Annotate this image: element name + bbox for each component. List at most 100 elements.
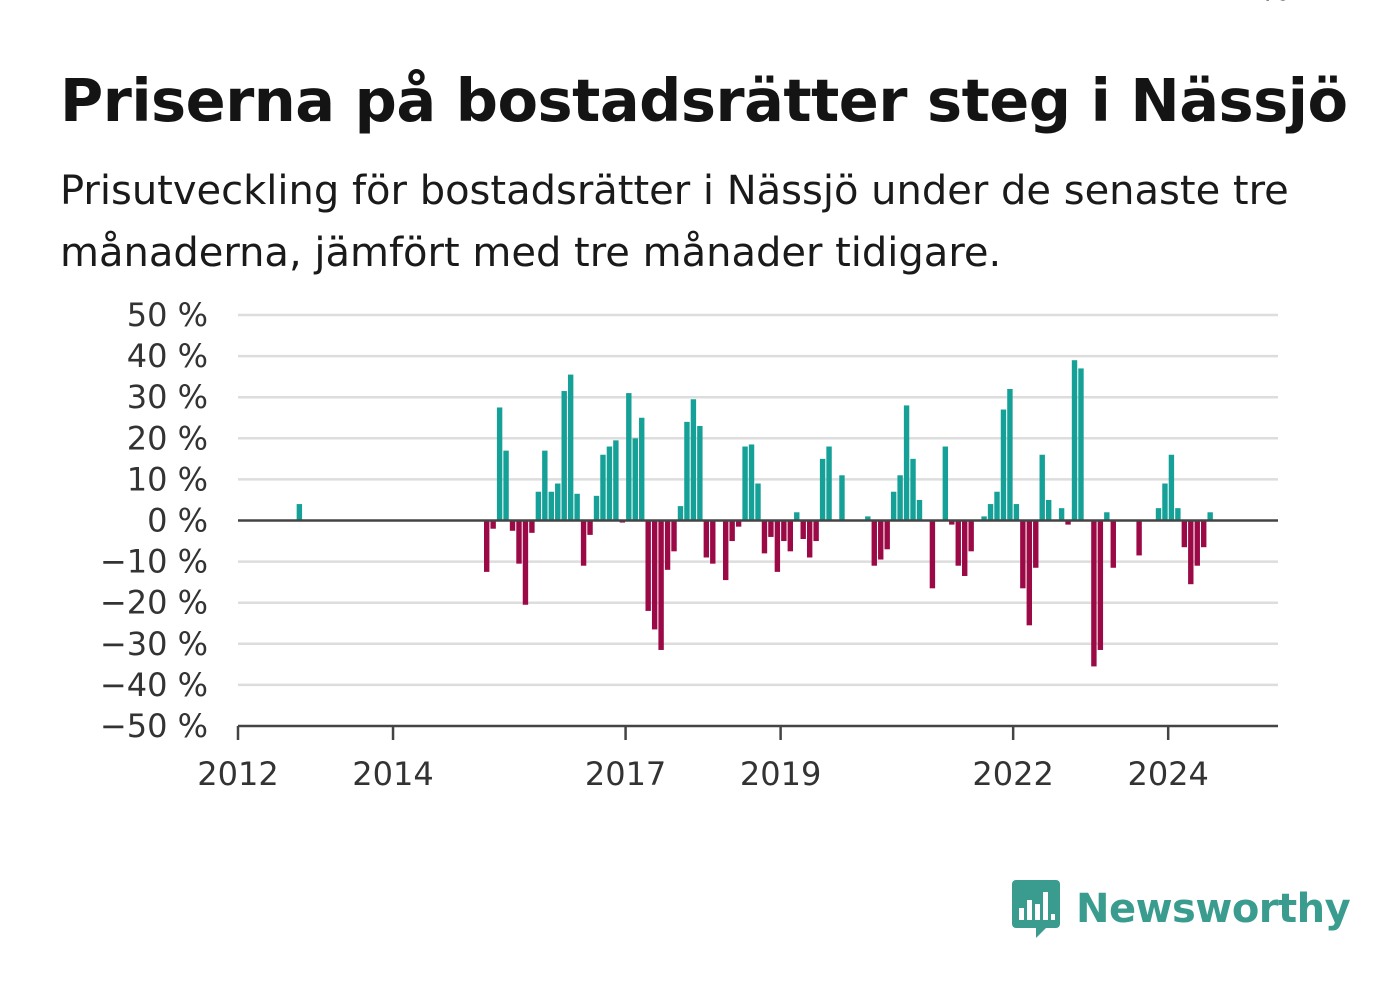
y-tick-label: −20 %	[100, 584, 208, 622]
bar	[839, 475, 845, 521]
y-tick-label: −30 %	[100, 625, 208, 663]
bars	[296, 360, 1213, 667]
bar	[813, 520, 819, 542]
bar	[994, 491, 1000, 521]
bar	[794, 512, 800, 521]
bar	[542, 450, 548, 521]
y-tick-label: −10 %	[100, 543, 208, 581]
bar	[1175, 508, 1181, 521]
bar	[651, 520, 658, 630]
bar	[690, 399, 697, 521]
bar	[968, 520, 974, 552]
bar	[1091, 520, 1097, 667]
brand-name: Newsworthy	[1076, 886, 1351, 932]
bar	[567, 374, 574, 521]
bar	[639, 417, 645, 521]
bar	[955, 520, 961, 566]
y-tick-label: 40 %	[127, 337, 208, 375]
y-tick-label: 20 %	[127, 419, 208, 457]
bar	[296, 504, 303, 521]
bar	[632, 438, 638, 521]
bar	[774, 520, 781, 572]
chart-title: Priserna på bostadsrätter steg i Nässjö	[60, 66, 1348, 135]
x-tick-label: 2024	[1127, 755, 1208, 793]
bar	[626, 393, 632, 521]
gridlines	[238, 313, 1278, 687]
bar	[1033, 520, 1039, 568]
bar	[1136, 520, 1142, 556]
bar	[890, 491, 897, 521]
bar	[587, 520, 593, 535]
bar	[684, 421, 690, 521]
bar	[522, 520, 529, 605]
bar	[1071, 360, 1078, 521]
bar	[710, 520, 716, 564]
bar	[755, 483, 761, 521]
y-tick-label: 50 %	[127, 296, 208, 334]
bar	[529, 520, 535, 533]
bar	[949, 520, 955, 525]
bar	[1058, 508, 1065, 521]
bar	[703, 520, 710, 558]
axes	[236, 519, 1278, 740]
bar	[580, 520, 587, 566]
bar	[1065, 520, 1071, 525]
bar	[1026, 520, 1033, 626]
bar	[962, 520, 968, 576]
bar	[1020, 520, 1026, 589]
bar	[910, 458, 916, 521]
bar	[1078, 368, 1084, 521]
bar	[555, 483, 561, 521]
bar	[903, 405, 910, 521]
bar	[723, 520, 729, 581]
bar	[613, 440, 619, 521]
bar	[1110, 520, 1116, 568]
y-tick-label: −40 %	[100, 666, 208, 704]
bar	[871, 520, 877, 566]
x-tick-label: 2022	[972, 755, 1053, 793]
bar	[1000, 409, 1007, 521]
bar	[916, 499, 923, 521]
bar	[593, 495, 600, 521]
bar	[1045, 499, 1052, 521]
bar	[761, 520, 768, 554]
bar	[878, 520, 884, 560]
labels: 50 %40 %30 %20 %10 % 0 %−10 %−20 %−30 %−4…	[100, 0, 1290, 793]
bar	[942, 446, 949, 521]
y-tick-label: −50 %	[100, 707, 208, 745]
y-tick-label: 30 %	[127, 378, 208, 416]
bar	[1168, 454, 1175, 521]
bar	[1181, 520, 1188, 548]
bar	[865, 516, 871, 521]
bar	[748, 444, 755, 521]
x-tick-label: 2017	[585, 755, 666, 793]
bar	[697, 425, 703, 521]
bar	[645, 520, 651, 611]
bar	[1201, 520, 1207, 548]
bar	[561, 391, 567, 521]
bar	[768, 520, 774, 537]
bar	[496, 407, 503, 521]
bar	[981, 516, 987, 521]
bar	[884, 520, 890, 550]
bar	[664, 520, 671, 570]
bar	[987, 504, 994, 521]
bar	[509, 520, 516, 531]
bar	[1013, 504, 1020, 521]
x-tick-label: 2012	[197, 755, 278, 793]
y-tick-label: 10 %	[127, 460, 208, 498]
bar	[574, 493, 580, 521]
bar	[742, 446, 748, 521]
newsworthy-logo-icon	[1012, 880, 1060, 938]
bar	[1097, 520, 1104, 650]
x-tick-label: 2019	[740, 755, 821, 793]
bar	[729, 520, 735, 542]
bar	[1194, 520, 1200, 566]
bar	[735, 520, 742, 527]
bar	[677, 506, 684, 521]
bar	[658, 520, 664, 650]
bar	[929, 520, 936, 589]
bar	[606, 446, 613, 521]
bar	[1188, 520, 1194, 585]
